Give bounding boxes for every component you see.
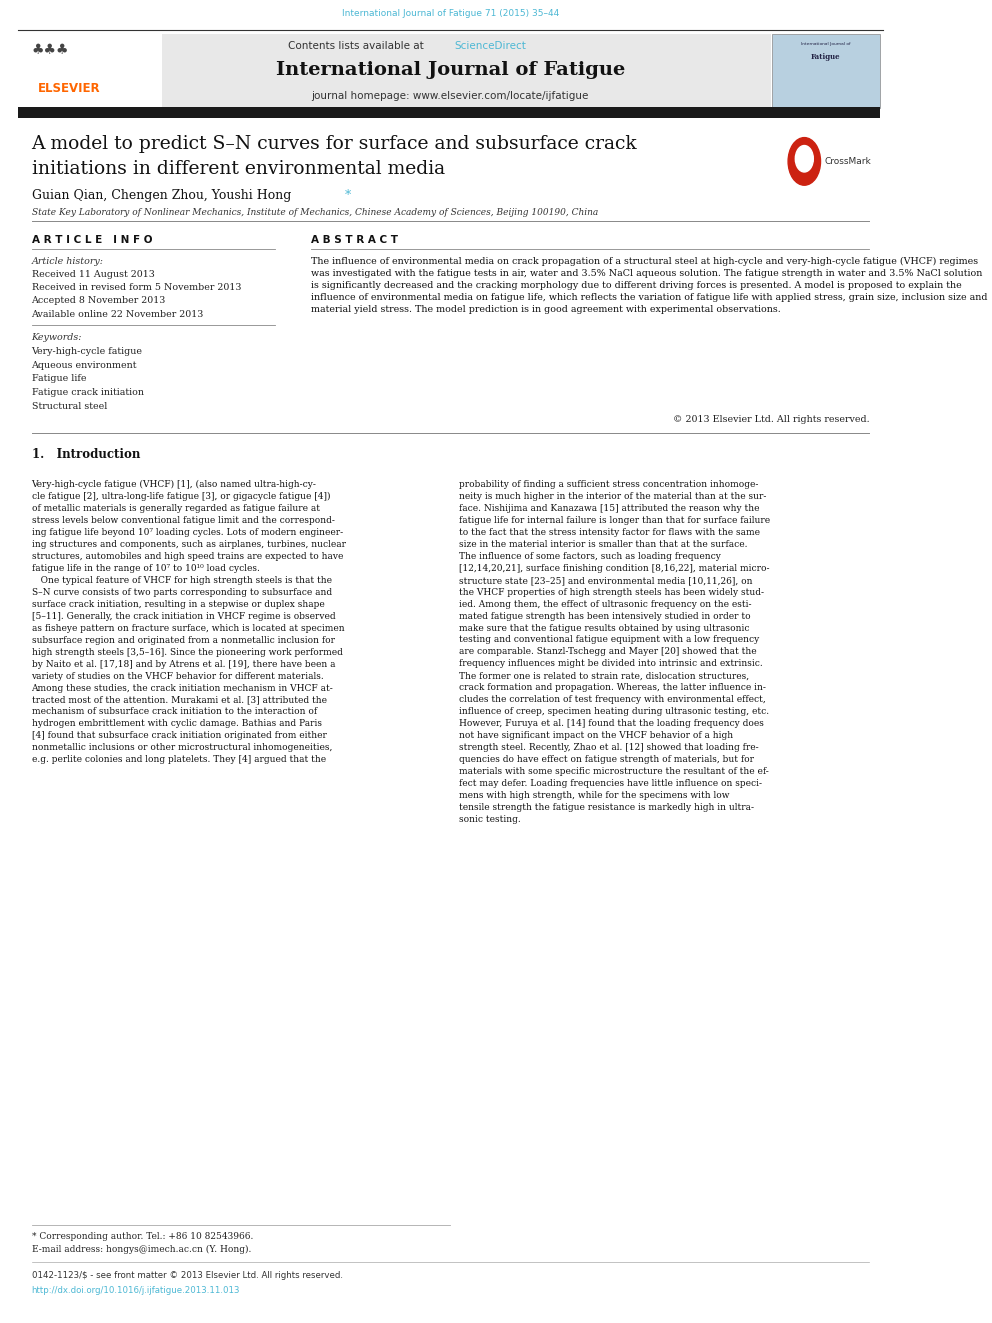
- FancyBboxPatch shape: [18, 34, 162, 108]
- Text: Fatigue crack initiation: Fatigue crack initiation: [32, 388, 144, 397]
- Text: Fatigue: Fatigue: [811, 53, 841, 61]
- Text: State Key Laboratory of Nonlinear Mechanics, Institute of Mechanics, Chinese Aca: State Key Laboratory of Nonlinear Mechan…: [32, 208, 598, 217]
- Text: 1.   Introduction: 1. Introduction: [32, 448, 140, 462]
- Circle shape: [788, 138, 820, 185]
- Text: International Journal of Fatigue 71 (2015) 35–44: International Journal of Fatigue 71 (201…: [341, 9, 558, 19]
- Text: A R T I C L E   I N F O: A R T I C L E I N F O: [32, 235, 152, 246]
- Text: Contents lists available at: Contents lists available at: [289, 41, 428, 52]
- Bar: [18, 107, 880, 118]
- Circle shape: [796, 146, 813, 172]
- Text: A B S T R A C T: A B S T R A C T: [310, 235, 398, 246]
- Text: probability of finding a sufficient stress concentration inhomoge-
neity is much: probability of finding a sufficient stre…: [459, 480, 771, 824]
- Text: Very-high-cycle fatigue (VHCF) [1], (also named ultra-high-cy-
cle fatigue [2], : Very-high-cycle fatigue (VHCF) [1], (als…: [32, 480, 345, 765]
- Text: Received in revised form 5 November 2013: Received in revised form 5 November 2013: [32, 283, 241, 292]
- Text: http://dx.doi.org/10.1016/j.ijfatigue.2013.11.013: http://dx.doi.org/10.1016/j.ijfatigue.20…: [32, 1286, 240, 1295]
- Text: © 2013 Elsevier Ltd. All rights reserved.: © 2013 Elsevier Ltd. All rights reserved…: [673, 415, 869, 425]
- Text: Aqueous environment: Aqueous environment: [32, 360, 137, 369]
- Text: International Journal of Fatigue: International Journal of Fatigue: [276, 61, 625, 79]
- Text: Accepted 8 November 2013: Accepted 8 November 2013: [32, 296, 166, 306]
- FancyBboxPatch shape: [772, 34, 880, 108]
- Text: *: *: [345, 189, 351, 202]
- Text: journal homepage: www.elsevier.com/locate/ijfatigue: journal homepage: www.elsevier.com/locat…: [311, 91, 589, 102]
- Text: ♣♣♣: ♣♣♣: [32, 44, 69, 58]
- Text: Received 11 August 2013: Received 11 August 2013: [32, 270, 155, 279]
- Text: CrossMark: CrossMark: [824, 157, 871, 165]
- Text: ScienceDirect: ScienceDirect: [455, 41, 527, 52]
- FancyBboxPatch shape: [18, 34, 771, 108]
- Text: E-mail address: hongys@imech.ac.cn (Y. Hong).: E-mail address: hongys@imech.ac.cn (Y. H…: [32, 1245, 251, 1254]
- Text: ELSEVIER: ELSEVIER: [38, 82, 100, 95]
- Text: The influence of environmental media on crack propagation of a structural steel : The influence of environmental media on …: [310, 257, 987, 315]
- Text: Article history:: Article history:: [32, 257, 103, 266]
- Text: 0142-1123/$ - see front matter © 2013 Elsevier Ltd. All rights reserved.: 0142-1123/$ - see front matter © 2013 El…: [32, 1271, 342, 1281]
- Text: Keywords:: Keywords:: [32, 333, 82, 343]
- Text: Guian Qian, Chengen Zhou, Youshi Hong: Guian Qian, Chengen Zhou, Youshi Hong: [32, 189, 291, 202]
- Text: Very-high-cycle fatigue: Very-high-cycle fatigue: [32, 347, 143, 356]
- Text: Available online 22 November 2013: Available online 22 November 2013: [32, 310, 204, 319]
- Text: Structural steel: Structural steel: [32, 402, 107, 411]
- Text: Fatigue life: Fatigue life: [32, 374, 86, 384]
- Text: * Corresponding author. Tel.: +86 10 82543966.: * Corresponding author. Tel.: +86 10 825…: [32, 1232, 253, 1241]
- Text: A model to predict S–N curves for surface and subsurface crack
initiations in di: A model to predict S–N curves for surfac…: [32, 135, 637, 179]
- Text: International Journal of: International Journal of: [802, 42, 851, 46]
